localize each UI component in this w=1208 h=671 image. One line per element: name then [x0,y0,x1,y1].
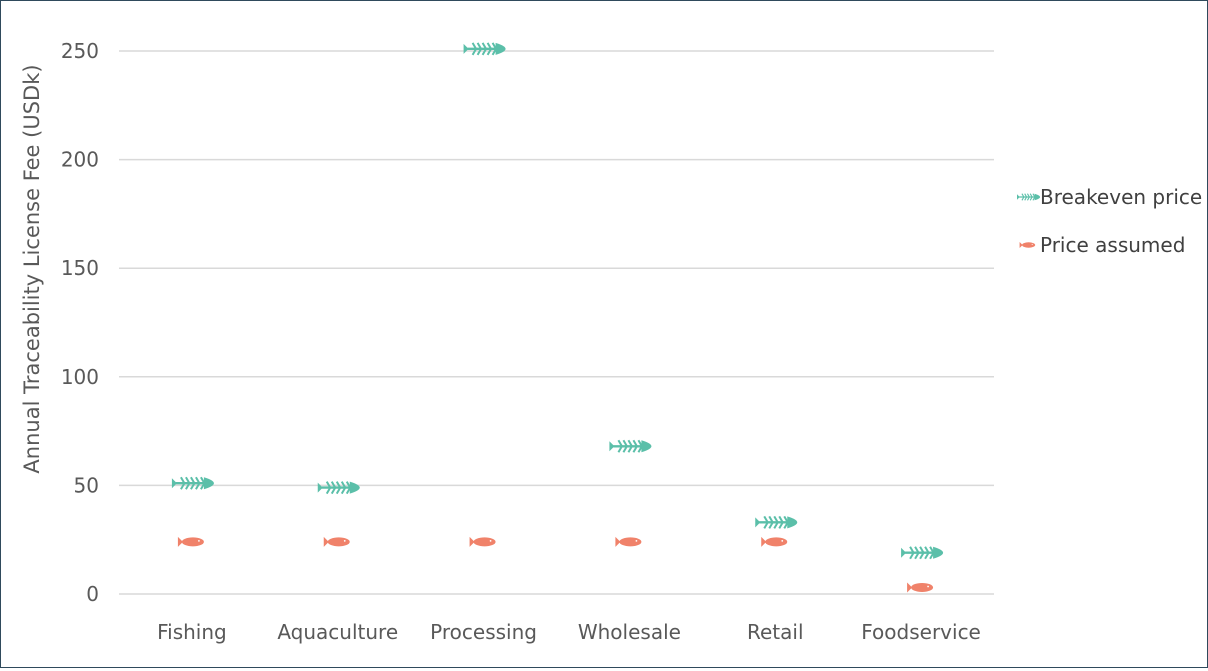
x-tick-label: Wholesale [578,620,681,644]
y-tick-label: 200 [61,148,99,172]
fish-marker [907,582,934,593]
fish-skeleton-marker [901,546,944,560]
y-tick-label: 250 [61,39,99,63]
x-tick-label: Foodservice [861,620,981,644]
legend: Breakeven price Price assumed [1017,185,1202,257]
fish-marker [761,536,788,547]
x-tick-label: Processing [430,620,537,644]
fish-skeleton-marker [755,515,798,529]
y-axis-ticks: 0 50 100 150 200 250 [61,39,99,606]
fish-skeleton-icon [1017,193,1041,201]
fish-marker [323,536,350,547]
legend-item-assumed: Price assumed [1019,233,1185,257]
y-axis-label: Annual Traceability License Fee (USDk) [20,64,44,473]
fish-icon [1019,242,1036,248]
y-tick-label: 150 [61,256,99,280]
fish-marker [469,536,496,547]
x-tick-label: Retail [747,620,804,644]
x-axis-ticks: Fishing Aquaculture Processing Wholesale Ret… [157,620,981,644]
x-tick-label: Fishing [157,620,227,644]
fish-skeleton-marker [463,42,506,56]
fish-skeleton-marker [609,439,652,453]
legend-label-assumed: Price assumed [1040,233,1185,257]
fish-skeleton-marker [1017,193,1041,201]
fish-marker [1019,242,1036,248]
data-markers [171,42,944,593]
fish-marker [615,536,642,547]
fish-skeleton-marker [171,476,214,490]
y-tick-label: 100 [61,365,99,389]
legend-item-breakeven: Breakeven price [1017,185,1202,209]
x-tick-label: Aquaculture [277,620,398,644]
legend-label-breakeven: Breakeven price [1040,185,1202,209]
gridlines [119,50,994,595]
fish-skeleton-marker [317,481,360,495]
y-tick-label: 0 [86,582,99,606]
y-tick-label: 50 [74,473,99,497]
fish-marker [177,536,204,547]
